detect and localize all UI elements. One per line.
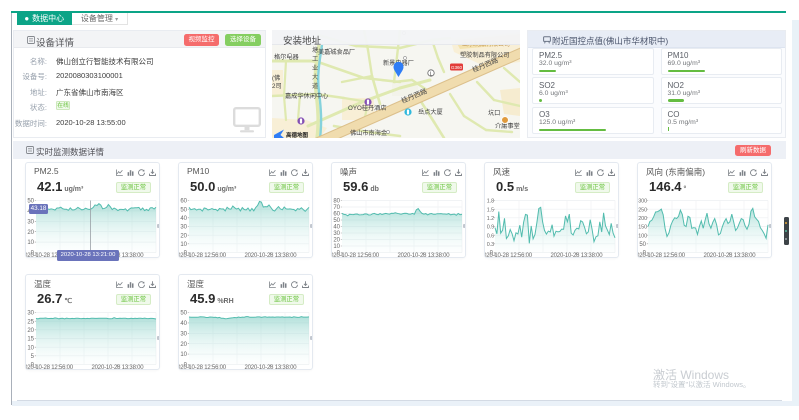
svg-text:50: 50 — [180, 311, 187, 317]
svg-text:L: L — [430, 72, 433, 78]
svg-text:(佛: (佛 — [272, 74, 280, 82]
svg-text:美嘉城食品厂: 美嘉城食品厂 — [318, 48, 355, 56]
svg-text:150: 150 — [638, 225, 647, 231]
svg-text:50: 50 — [333, 218, 340, 224]
svg-text:0.6: 0.6 — [487, 233, 495, 239]
svg-text:50: 50 — [27, 199, 34, 205]
svg-text:10: 10 — [180, 242, 187, 248]
svg-text:20: 20 — [180, 233, 187, 239]
svg-text:坑口: 坑口 — [488, 109, 500, 117]
svg-text:200: 200 — [638, 216, 647, 222]
svg-text:塑胶制品有限公司: 塑胶制品有限公司 — [460, 51, 510, 59]
svg-text:80: 80 — [333, 199, 340, 205]
svg-text:10: 10 — [27, 240, 34, 246]
svg-text:30: 30 — [180, 225, 187, 231]
svg-text:100: 100 — [638, 233, 647, 239]
svg-text:20: 20 — [27, 230, 34, 236]
svg-text:0: 0 — [184, 251, 188, 257]
svg-text:工: 工 — [312, 56, 318, 63]
svg-text:塘: 塘 — [312, 46, 318, 54]
svg-text:业: 业 — [312, 64, 318, 72]
svg-text:20: 20 — [180, 342, 187, 348]
svg-text:0: 0 — [337, 251, 341, 257]
svg-text:0.9: 0.9 — [487, 225, 495, 231]
svg-text:10: 10 — [27, 345, 34, 351]
svg-text:格尔电器: 格尔电器 — [274, 53, 300, 61]
svg-text:G360: G360 — [451, 65, 463, 70]
svg-text:1.8: 1.8 — [487, 199, 495, 205]
svg-text:10: 10 — [333, 244, 340, 250]
svg-text:40: 40 — [180, 321, 187, 327]
svg-text:0: 0 — [643, 251, 647, 257]
svg-text:介庸事堂: 介庸事堂 — [495, 122, 520, 130]
svg-text:OYO桂丹酒店: OYO桂丹酒店 — [348, 104, 387, 112]
svg-text:20: 20 — [333, 238, 340, 244]
svg-text:0: 0 — [31, 363, 35, 369]
svg-text:50: 50 — [639, 242, 646, 248]
svg-text:50: 50 — [180, 207, 187, 213]
svg-text:30: 30 — [333, 231, 340, 237]
svg-text:大: 大 — [312, 73, 318, 81]
svg-text:5: 5 — [31, 354, 35, 360]
svg-text:20: 20 — [27, 328, 34, 334]
svg-text:30: 30 — [27, 311, 34, 317]
svg-text:30: 30 — [180, 331, 187, 337]
svg-text:岳点大厦: 岳点大厦 — [418, 108, 443, 116]
svg-text:高德地图: 高德地图 — [286, 131, 309, 138]
svg-text:10: 10 — [180, 352, 187, 358]
svg-text:1.5: 1.5 — [487, 207, 495, 213]
svg-text:25: 25 — [27, 319, 34, 325]
svg-text:40: 40 — [333, 225, 340, 231]
svg-text:嘉成华休闲中心: 嘉成华休闲中心 — [285, 92, 328, 100]
svg-text:15: 15 — [27, 337, 34, 343]
svg-text:30: 30 — [27, 219, 34, 225]
svg-text:道: 道 — [312, 82, 318, 90]
svg-text:0: 0 — [184, 363, 188, 369]
svg-text:1.2: 1.2 — [487, 216, 495, 222]
svg-text:60: 60 — [333, 212, 340, 218]
svg-text:0: 0 — [490, 251, 494, 257]
svg-text:300: 300 — [638, 199, 647, 205]
svg-text:0: 0 — [31, 251, 35, 257]
svg-text:佛山市南海金: 佛山市南海金 — [350, 129, 388, 137]
svg-text:250: 250 — [638, 207, 647, 213]
svg-text:70: 70 — [333, 205, 340, 211]
svg-text:2司: 2司 — [272, 83, 282, 90]
svg-text:40: 40 — [180, 216, 187, 222]
svg-text:60: 60 — [180, 199, 187, 205]
svg-text:0.3: 0.3 — [487, 242, 495, 248]
